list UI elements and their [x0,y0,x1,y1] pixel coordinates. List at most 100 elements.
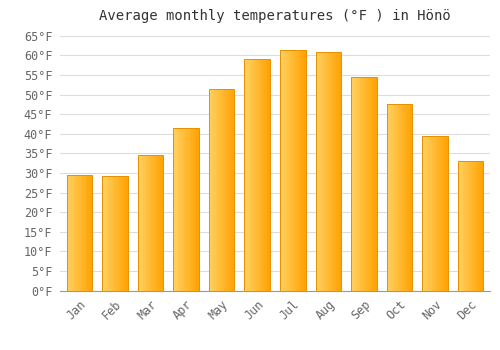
Bar [293,50,294,290]
Bar [331,52,332,290]
Bar [190,128,192,290]
Bar [427,136,428,290]
Bar [290,50,291,290]
Bar [436,136,438,290]
Bar [160,155,161,290]
Bar [111,176,112,290]
Bar [428,136,429,290]
Bar [188,128,190,290]
Bar [187,128,188,290]
Bar [231,89,232,290]
Bar [153,155,154,290]
Bar [373,77,374,290]
Bar [294,50,296,290]
Bar [435,136,436,290]
Bar [372,77,373,290]
Bar [228,89,230,290]
Bar [84,175,86,290]
Bar [406,104,407,290]
Bar [83,175,84,290]
Bar [138,155,140,290]
Bar [325,52,326,290]
Bar [398,104,400,290]
Bar [407,104,408,290]
Bar [162,155,164,290]
Bar [70,175,71,290]
Bar [140,155,141,290]
Bar [319,52,320,290]
Bar [466,161,467,290]
Bar [225,89,226,290]
Bar [146,155,147,290]
Bar [324,52,325,290]
Bar [317,52,318,290]
Bar [429,136,430,290]
Bar [112,176,114,290]
Bar [194,128,196,290]
Bar [351,77,376,290]
Bar [358,77,360,290]
Bar [368,77,369,290]
Bar [396,104,397,290]
Bar [400,104,401,290]
Bar [390,104,391,290]
Bar [364,77,366,290]
Bar [394,104,395,290]
Bar [474,161,476,290]
Bar [102,176,103,290]
Bar [424,136,426,290]
Bar [121,176,122,290]
Bar [244,60,270,290]
Bar [440,136,441,290]
Bar [402,104,403,290]
Bar [214,89,215,290]
Bar [232,89,233,290]
Bar [82,175,83,290]
Bar [386,104,388,290]
Bar [193,128,194,290]
Bar [109,176,110,290]
Bar [446,136,447,290]
Bar [89,175,90,290]
Bar [209,89,210,290]
Bar [356,77,357,290]
Bar [209,89,234,290]
Bar [366,77,368,290]
Bar [263,60,264,290]
Bar [360,77,362,290]
Bar [159,155,160,290]
Bar [438,136,439,290]
Bar [430,136,432,290]
Bar [152,155,153,290]
Bar [150,155,152,290]
Bar [106,176,108,290]
Bar [259,60,260,290]
Bar [258,60,259,290]
Bar [291,50,292,290]
Bar [336,52,337,290]
Bar [467,161,468,290]
Bar [221,89,222,290]
Bar [353,77,354,290]
Bar [219,89,220,290]
Bar [87,175,88,290]
Bar [354,77,356,290]
Bar [186,128,187,290]
Bar [423,136,424,290]
Bar [252,60,253,290]
Bar [280,50,281,290]
Bar [142,155,143,290]
Bar [127,176,128,290]
Bar [266,60,268,290]
Bar [473,161,474,290]
Bar [88,175,89,290]
Bar [463,161,464,290]
Bar [180,128,181,290]
Bar [233,89,234,290]
Bar [230,89,231,290]
Bar [422,136,423,290]
Bar [334,52,335,290]
Bar [395,104,396,290]
Bar [178,128,180,290]
Bar [388,104,389,290]
